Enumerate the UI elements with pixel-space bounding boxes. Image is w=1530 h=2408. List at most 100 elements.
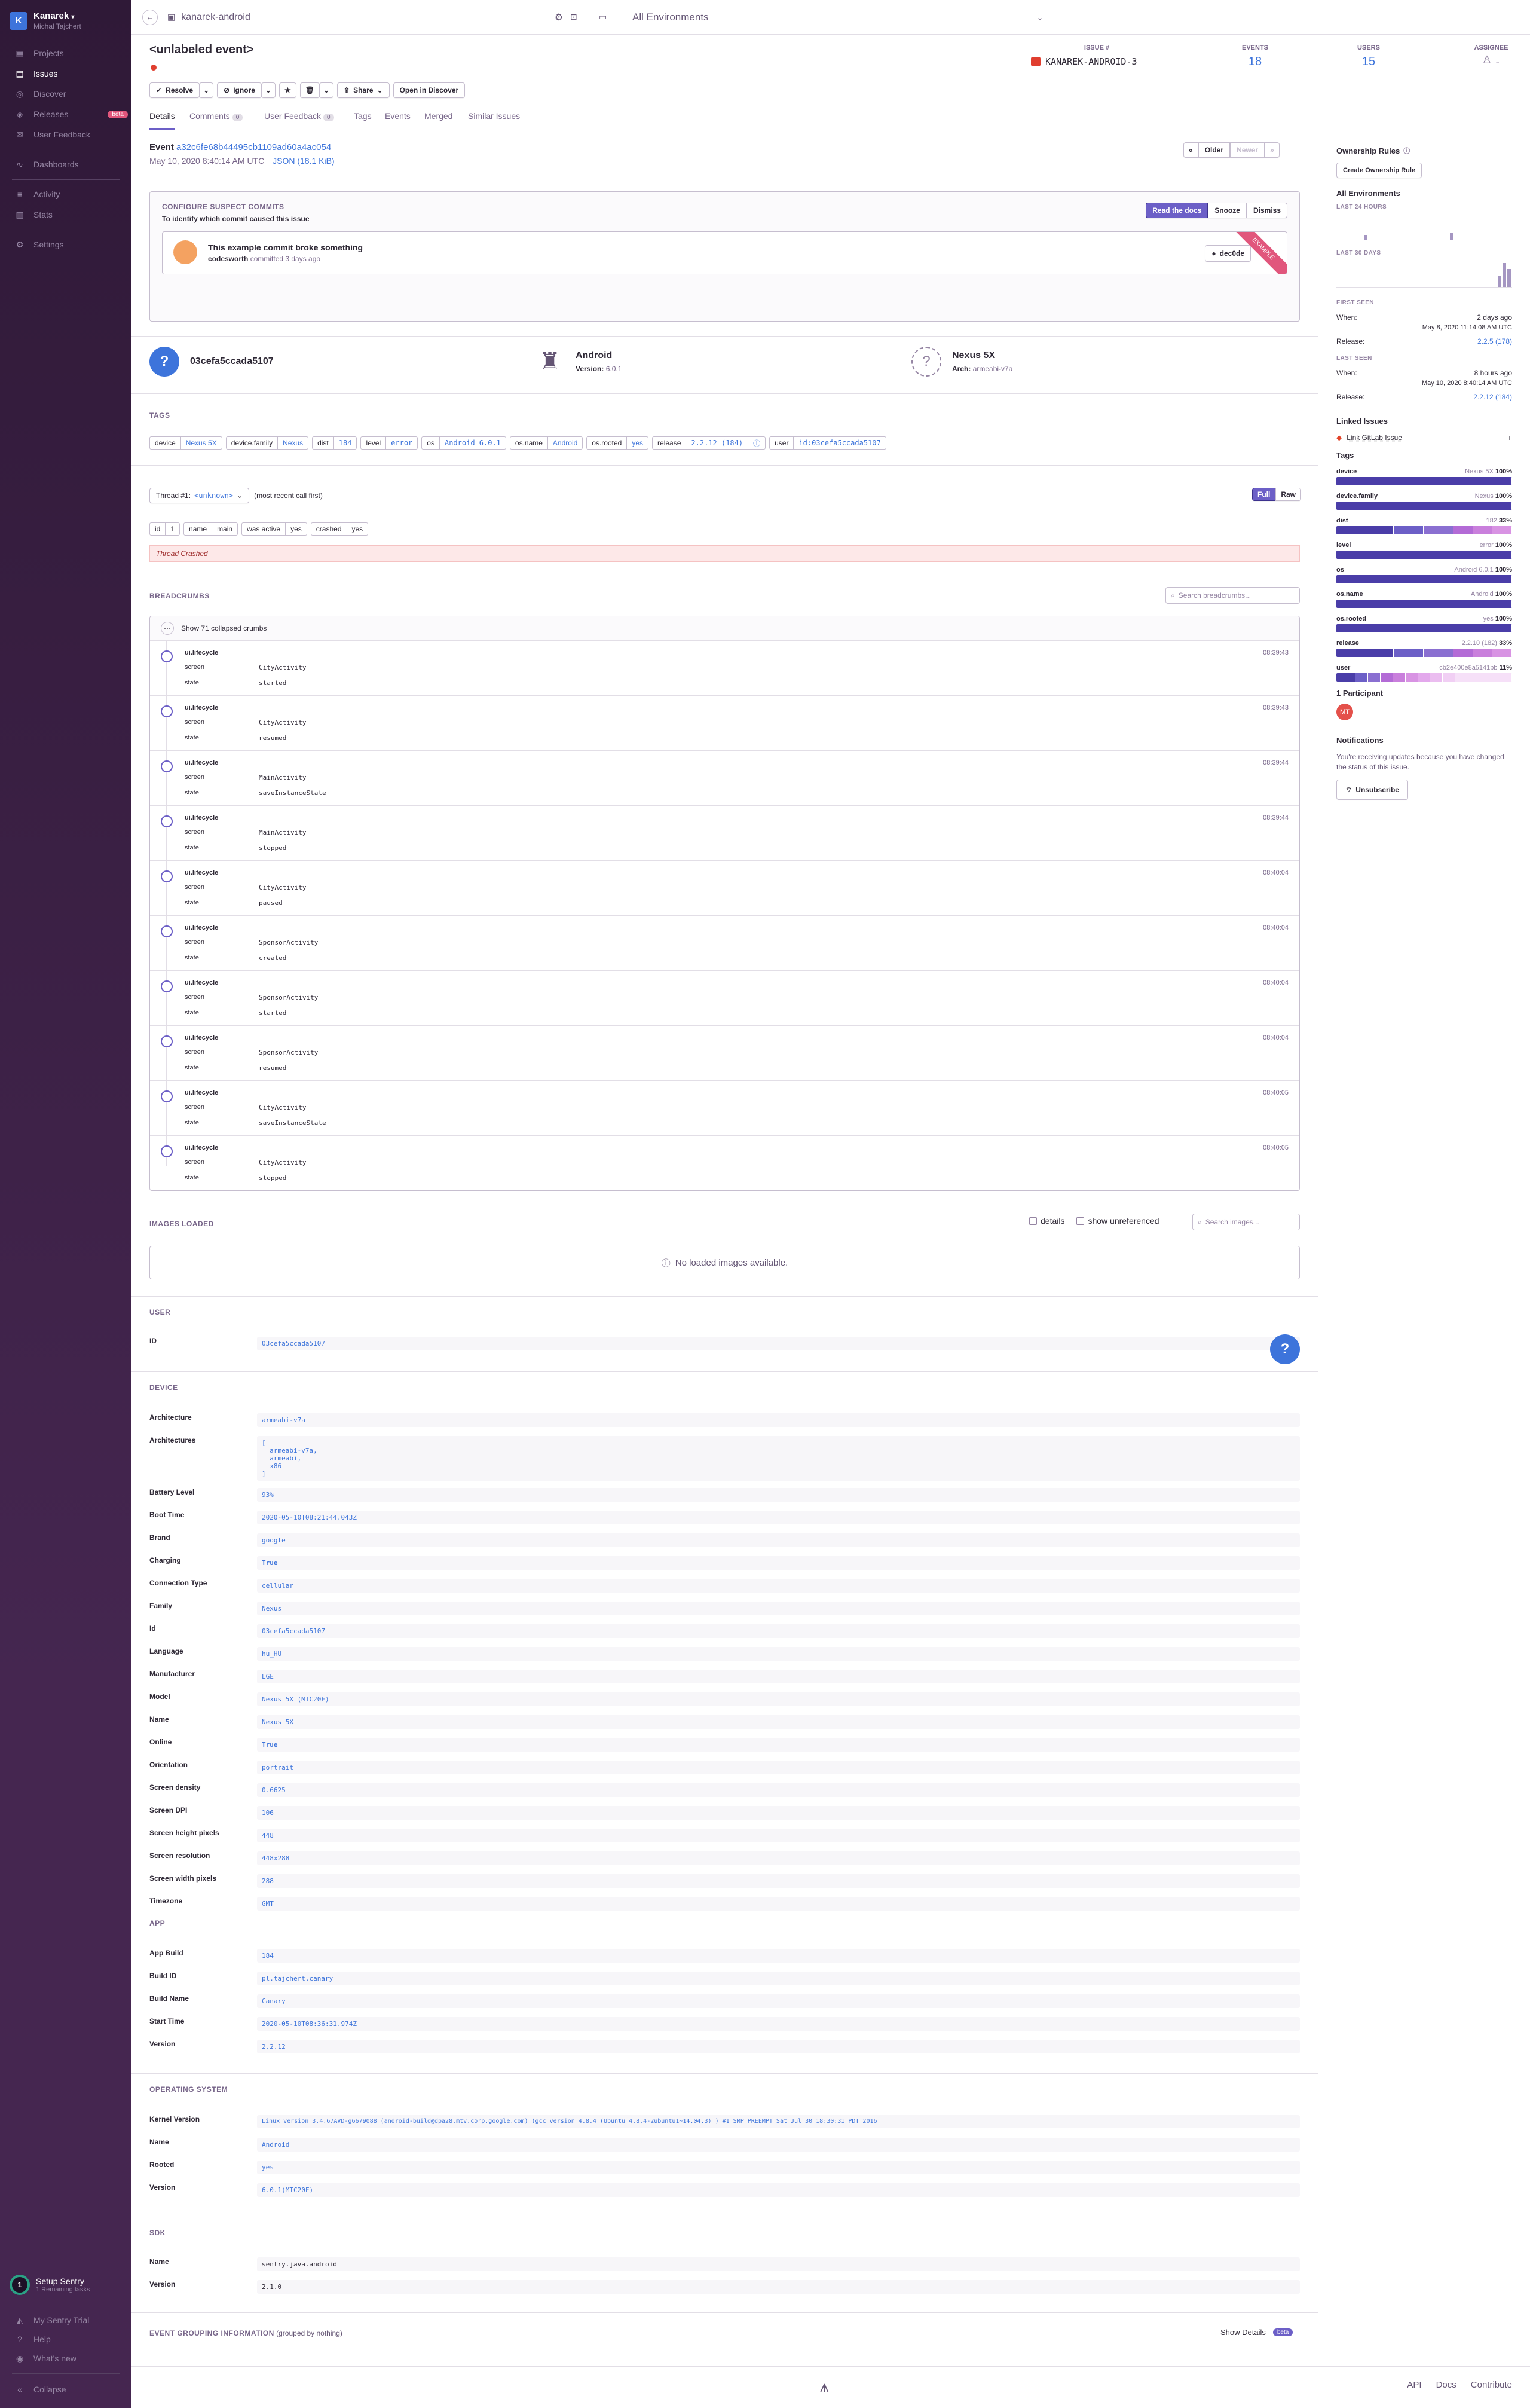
tag-distribution-row[interactable]: device.family Nexus 100% [1336,493,1512,510]
footer-docs-link[interactable]: Docs [1436,2380,1456,2390]
bookmark-button[interactable]: ★ [279,82,296,98]
ignore-dropdown[interactable]: ⌄ [261,82,276,98]
release-link[interactable]: 2.2.12 (184) [1473,393,1512,401]
sidebar-item-help[interactable]: ? Help [14,2334,51,2345]
settings-icon[interactable]: ⚙ [555,12,564,23]
kv-value: 93% [257,1488,1300,1502]
oldest-button[interactable]: « [1183,142,1198,158]
sidebar-item-activity[interactable]: ≡ Activity [14,189,60,200]
sidebar-item-projects[interactable]: ▦ Projects [14,48,63,59]
tag-distribution-row[interactable]: release 2.2.10 (182) 33% [1336,640,1512,657]
tag-distribution-row[interactable]: level error 100% [1336,542,1512,559]
images-search[interactable]: ⌕ Search images... [1192,1214,1300,1230]
event-id-link[interactable]: a32c6fe68b44495cb1109ad60a4ac054 [176,142,332,152]
tag-distribution-row[interactable]: os.name Android 100% [1336,591,1512,608]
show-details-toggle[interactable]: Show Details beta [1220,2328,1293,2337]
tag-distribution-row[interactable]: os Android 6.0.1 100% [1336,566,1512,583]
footer-api-link[interactable]: API [1407,2380,1422,2390]
footer-contribute-link[interactable]: Contribute [1470,2380,1512,2390]
unref-checkbox[interactable] [1076,1217,1085,1225]
activity-icon: ≡ [17,190,23,199]
delete-button[interactable]: 🗑 [299,82,320,98]
resolve-button[interactable]: ✓ Resolve [149,82,200,98]
ignore-button[interactable]: ⊘ Ignore [217,82,262,98]
setup-title: Setup Sentry [36,2276,84,2286]
sidebar-item-releases[interactable]: ◈ Releases beta [14,109,128,120]
sidebar-collapse[interactable]: « Collapse [14,2384,66,2395]
tab-merged[interactable]: Merged [424,111,452,121]
release-link[interactable]: 2.2.5 (178) [1477,337,1512,346]
tag-distribution-row[interactable]: os.rooted yes 100% [1336,615,1512,632]
full-toggle[interactable]: Full [1252,488,1276,501]
question-icon[interactable]: ⓘ [1403,148,1410,155]
tag-pill[interactable]: user id:03cefa5ccada5107 [769,436,886,450]
org-switcher[interactable]: K Kanarek ▾ Michal Tajchert [10,11,81,30]
newer-button[interactable]: Newer [1230,142,1265,158]
assignee-block[interactable]: ASSIGNEE ♙ ⌄ [1455,44,1527,66]
tag-pill[interactable]: level error [360,436,418,450]
read-docs-button[interactable]: Read the docs [1146,203,1208,218]
link-gitlab[interactable]: Link GitLab Issue [1347,433,1402,442]
tab-similar-issues[interactable]: Similar Issues [468,111,520,121]
tag-pill[interactable]: os Android 6.0.1 [421,436,506,450]
show-collapsed-crumbs[interactable]: ⋯ Show 71 collapsed crumbs [150,616,1299,640]
crumb-value: CityActivity [259,884,307,891]
sidebar-item-discover[interactable]: ◎ Discover [14,88,66,99]
json-link[interactable]: JSON (18.1 KiB) [273,156,335,166]
events-stat[interactable]: EVENTS 18 [1225,44,1285,69]
tab-details[interactable]: Details [149,111,175,130]
section-divider [131,2312,1318,2313]
tag-pill[interactable]: dist 184 [312,436,357,450]
tag-distribution-row[interactable]: device Nexus 5X 100% [1336,468,1512,485]
setup-sentry[interactable]: 1 Setup Sentry 1 Remaining tasks [10,2275,90,2295]
users-stat[interactable]: USERS 15 [1339,44,1399,69]
share-button[interactable]: ⇪ Share ⌄ [337,82,390,98]
tag-pill[interactable]: release 2.2.12 (184) ⓘ [652,436,766,450]
sidebar-item-stats[interactable]: ▥ Stats [14,209,53,220]
kv-row: Boot Time 2020-05-10T08:21:44.043Z [149,1504,1300,1526]
raw-toggle[interactable]: Raw [1275,488,1302,501]
plus-icon[interactable]: + [1507,433,1512,442]
tag-distribution-bar [1336,526,1512,534]
tab-comments[interactable]: Comments 0 [189,111,243,121]
info-icon[interactable]: ⓘ [748,437,765,449]
breadcrumbs-search[interactable]: ⌕ Search breadcrumbs... [1165,587,1300,604]
sidebar-item-user-feedback[interactable]: ✉ User Feedback [14,129,90,140]
tab-tags[interactable]: Tags [354,111,372,121]
chevron-down-icon[interactable]: ⌄ [1037,13,1044,22]
tag-pill[interactable]: device Nexus 5X [149,436,222,450]
sidebar-item-issues[interactable]: ▤ Issues [14,68,57,79]
tag-pill[interactable]: os.rooted yes [586,436,649,450]
snooze-button[interactable]: Snooze [1208,203,1247,218]
newest-button[interactable]: » [1265,142,1280,158]
android-icon: ♜ [539,349,561,375]
sidebar-item-dashboards[interactable]: ∿ Dashboards [14,159,78,170]
sidebar-item-settings[interactable]: ⚙ Settings [14,239,64,250]
back-button[interactable]: ← [142,9,158,25]
create-ownership-rule-button[interactable]: Create Ownership Rule [1336,163,1422,178]
dismiss-button[interactable]: Dismiss [1246,203,1287,218]
open-discover-button[interactable]: Open in Discover [393,82,466,98]
lock-icon[interactable]: ⊡ [570,12,577,22]
tag-distribution-row[interactable]: user cb2e400e8a5141bb 11% [1336,664,1512,682]
tag-distribution-row[interactable]: dist 182 33% [1336,517,1512,534]
participant-avatar[interactable]: MT [1336,704,1353,720]
tab-events[interactable]: Events [385,111,411,121]
tag-pill[interactable]: device.family Nexus [225,436,309,450]
commit-hash-button[interactable]: ● dec0de [1205,245,1251,262]
older-button[interactable]: Older [1198,142,1231,158]
kv-value: Nexus [257,1602,1300,1615]
resolve-dropdown[interactable]: ⌄ [199,82,214,98]
sidebar-item-whats-new[interactable]: ◉ What's new [14,2353,76,2364]
environment-selector[interactable]: All Environments [632,11,709,23]
tag-top-value: yes 100% [1483,615,1512,622]
tag-pill[interactable]: os.name Android [509,436,583,450]
sidebar-item-trial[interactable]: ◭ My Sentry Trial [14,2315,90,2326]
tab-user-feedback[interactable]: User Feedback 0 [264,111,334,121]
details-checkbox[interactable] [1029,1217,1037,1225]
unsubscribe-button[interactable]: ⌔ Unsubscribe [1336,780,1408,800]
project-selector[interactable]: kanarek-android [181,11,250,22]
delete-dropdown[interactable]: ⌄ [319,82,334,98]
thread-crashed-banner: Thread Crashed [149,545,1300,562]
thread-selector[interactable]: Thread #1: <unknown> ⌄ [149,488,250,503]
